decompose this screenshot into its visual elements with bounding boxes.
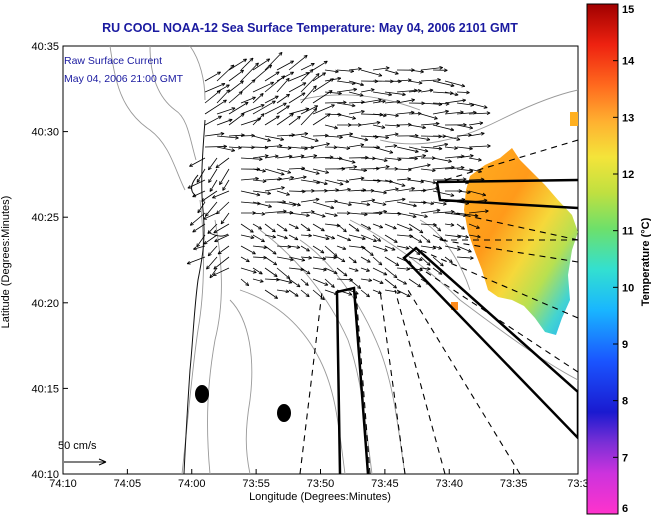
buoy-marker xyxy=(195,385,209,403)
y-tick-label: 40:30 xyxy=(31,127,59,139)
x-tick-label: 73:35 xyxy=(500,478,528,490)
colorbar-tick-label: 11 xyxy=(622,226,634,238)
colorbar-tick-label: 13 xyxy=(622,112,634,124)
colorbar-tick-label: 6 xyxy=(622,503,628,515)
colorbar xyxy=(586,3,619,515)
scale-label: 50 cm/s xyxy=(58,440,97,452)
y-tick-label: 40:10 xyxy=(31,469,59,481)
y-axis-label: Latitude (Degrees:Minutes) xyxy=(0,196,12,329)
colorbar-tick-label: 12 xyxy=(622,169,634,181)
y-tick-label: 40:25 xyxy=(31,212,59,224)
x-tick-label: 73:50 xyxy=(307,478,335,490)
sst-patch xyxy=(464,148,578,335)
x-tick-label: 73:55 xyxy=(242,478,270,490)
x-tick-label: 74:00 xyxy=(178,478,206,490)
colorbar-tick-label: 8 xyxy=(622,396,628,408)
x-axis: 74:10 74:05 74:00 73:55 73:50 73:45 73:40 73:35… xyxy=(49,469,589,490)
colorbar-tick-label: 9 xyxy=(622,339,628,351)
x-axis-label: Longitude (Degrees:Minutes) xyxy=(249,491,391,503)
x-tick-label: 73:40 xyxy=(435,478,463,490)
colorbar-ticks: 15 14 13 12 11 10 9 8 7 6 xyxy=(613,3,635,515)
current-vectors xyxy=(186,51,491,301)
scale-arrow xyxy=(64,458,107,466)
map-title: RU COOL NOAA-12 Sea Surface Temperature:… xyxy=(102,21,518,35)
legend-line2: May 04, 2006 21:00 GMT xyxy=(64,73,184,85)
colorbar-tick-label: 7 xyxy=(622,452,628,464)
legend-line1: Raw Surface Current xyxy=(64,55,162,67)
colorbar-label: Temperature (°C) xyxy=(640,217,651,306)
y-tick-label: 40:35 xyxy=(31,41,59,53)
restricted-areas xyxy=(335,178,578,474)
colorbar-tick-label: 14 xyxy=(622,56,635,68)
y-tick-label: 40:15 xyxy=(31,383,59,395)
buoy-marker xyxy=(277,404,291,422)
bathymetry-contours xyxy=(109,46,578,474)
x-tick-label: 73:3 xyxy=(567,478,588,490)
shipping-lanes xyxy=(299,139,578,474)
y-axis: 40:35 40:30 40:25 40:20 40:15 40:10 xyxy=(31,41,68,481)
x-tick-label: 74:05 xyxy=(114,478,142,490)
colorbar-tick-label: 15 xyxy=(622,4,634,16)
sst-pixel xyxy=(451,302,458,310)
sst-pixel xyxy=(570,112,578,126)
y-tick-label: 40:20 xyxy=(31,298,59,310)
x-tick-label: 73:45 xyxy=(371,478,399,490)
colorbar-tick-label: 10 xyxy=(622,282,634,294)
x-tick-label: 74:10 xyxy=(49,478,77,490)
